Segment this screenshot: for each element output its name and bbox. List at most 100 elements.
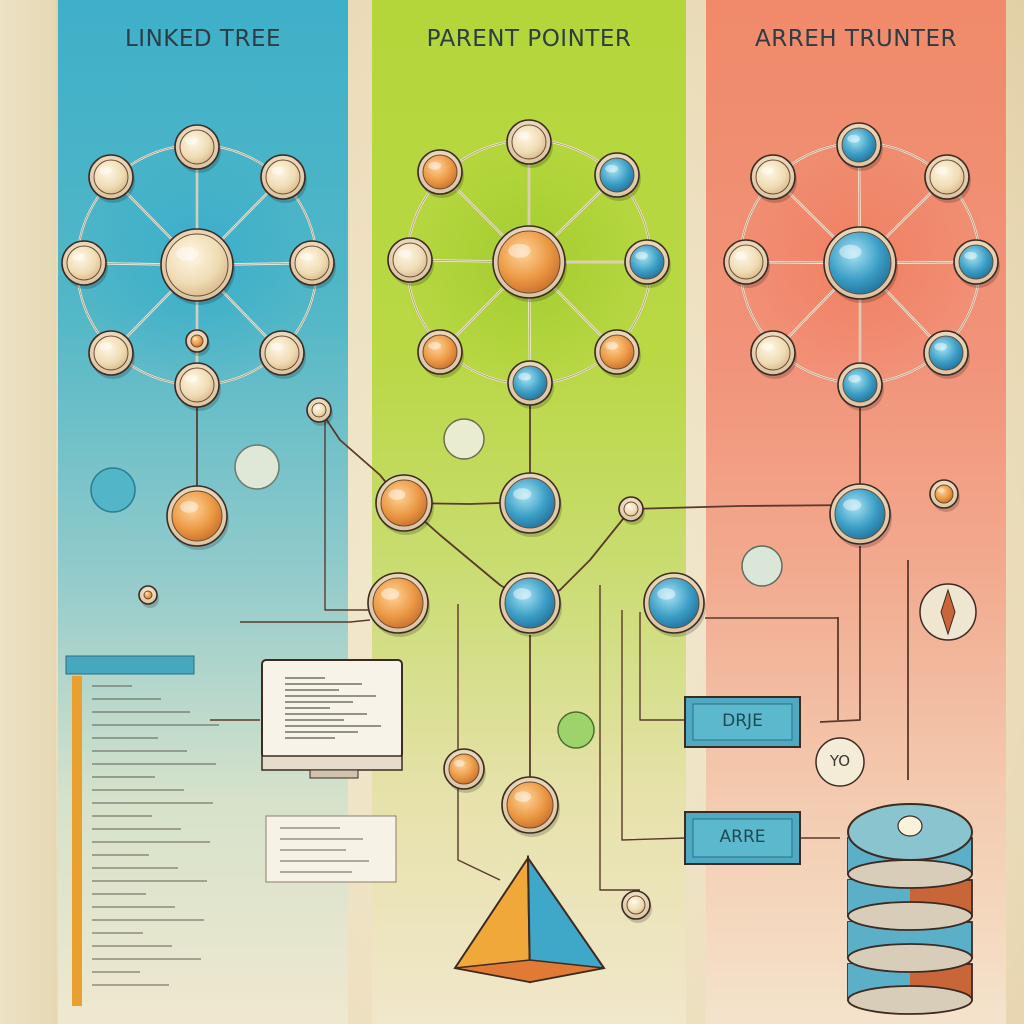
- node-array-ring: [953, 239, 1000, 288]
- node-linked-ring: [259, 330, 306, 379]
- node-core: [841, 127, 877, 163]
- clock-icon: [234, 444, 280, 490]
- monitor-screen: [261, 659, 403, 759]
- node-core: [504, 577, 556, 629]
- box-label-upper: DRJE: [722, 711, 763, 731]
- legend-bar: [72, 676, 82, 1006]
- note-paper: [265, 815, 397, 883]
- node-highlight: [964, 251, 977, 260]
- node-highlight: [734, 251, 747, 260]
- node-highlight: [657, 588, 676, 600]
- node-core: [143, 590, 153, 600]
- node-array-root: [823, 226, 898, 303]
- node-parent-ring: [594, 152, 641, 201]
- node-parent-right: [643, 572, 706, 637]
- node-highlight: [381, 588, 400, 600]
- node-highlight: [398, 249, 411, 258]
- node-array-child: [829, 483, 892, 548]
- node-highlight: [428, 341, 441, 350]
- node-linked-ring: [260, 154, 307, 203]
- node-parent-root: [492, 225, 567, 302]
- node-highlight: [605, 164, 618, 173]
- node-highlight: [508, 243, 531, 258]
- node-core: [264, 335, 300, 371]
- node-linked-ring: [61, 240, 108, 289]
- node-core: [422, 154, 458, 190]
- node-highlight: [839, 244, 862, 259]
- node-highlight: [144, 592, 149, 595]
- legend-header: [65, 655, 195, 675]
- node-core: [648, 577, 700, 629]
- node-core: [179, 367, 215, 403]
- node-highlight: [513, 588, 532, 600]
- node-core: [504, 477, 556, 529]
- node-parent-left: [375, 474, 434, 535]
- node-array-ring: [924, 154, 971, 203]
- node-highlight: [185, 136, 198, 145]
- node-core: [958, 244, 994, 280]
- db-layer-rim: [847, 943, 973, 973]
- node-linked-child: [166, 485, 229, 550]
- node-highlight: [518, 372, 531, 381]
- node-parent-ring: [507, 360, 554, 409]
- panel-title-parent-pointer: PARENT POINTER: [426, 26, 632, 52]
- leaf-icon: [557, 711, 595, 749]
- node-core: [599, 157, 635, 193]
- db-layer-rim: [847, 859, 973, 889]
- node-highlight: [176, 246, 199, 261]
- node-core: [93, 335, 129, 371]
- node-core: [755, 159, 791, 195]
- node-array-ring: [750, 330, 797, 379]
- node-parent-mid: [499, 472, 562, 537]
- node-core: [629, 244, 665, 280]
- node-parent-lower-left: [367, 572, 430, 637]
- db-top-knob: [897, 815, 923, 837]
- node-core: [372, 577, 424, 629]
- monitor-stand: [309, 769, 359, 779]
- node-parent-dot-right: [618, 496, 645, 525]
- node-parent-ring: [417, 329, 464, 378]
- node-highlight: [388, 489, 406, 500]
- badge-circle: [815, 737, 865, 787]
- node-highlight: [605, 341, 618, 350]
- node-parent-ring: [506, 119, 553, 168]
- node-highlight: [72, 252, 85, 261]
- node-parent-ring: [387, 237, 434, 286]
- edge-route-7: [639, 612, 685, 721]
- node-highlight: [761, 342, 774, 351]
- node-highlight: [300, 252, 313, 261]
- node-core: [497, 230, 561, 294]
- compass-needle: [940, 588, 956, 636]
- edge-route-4: [457, 604, 501, 881]
- node-linked-ring: [174, 362, 221, 411]
- node-core: [165, 233, 229, 297]
- db-layer-rim: [847, 901, 973, 931]
- node-highlight: [453, 759, 465, 767]
- node-array-ring: [723, 239, 770, 288]
- node-parent-ring: [624, 239, 671, 288]
- box-lower-inner: [692, 818, 793, 858]
- node-highlight: [428, 161, 441, 170]
- node-core: [422, 334, 458, 370]
- node-core: [512, 365, 548, 401]
- panel-title-array-pointer: ARREH TRUNTER: [755, 26, 957, 52]
- node-linked-ring: [289, 240, 336, 289]
- node-highlight: [271, 166, 284, 175]
- node-core: [311, 402, 327, 418]
- node-highlight: [514, 791, 532, 802]
- node-core: [93, 159, 129, 195]
- node-linked-ring: [88, 330, 135, 379]
- node-linked-dot: [138, 585, 159, 608]
- node-core: [728, 244, 764, 280]
- node-core: [294, 245, 330, 281]
- node-core: [179, 129, 215, 165]
- node-linked-small: [185, 329, 210, 356]
- node-highlight: [847, 134, 860, 143]
- node-highlight: [635, 251, 648, 260]
- node-core: [66, 245, 102, 281]
- node-array-ring: [750, 154, 797, 203]
- node-core: [626, 895, 646, 915]
- panel-title-linked-tree: LINKED TREE: [124, 26, 282, 52]
